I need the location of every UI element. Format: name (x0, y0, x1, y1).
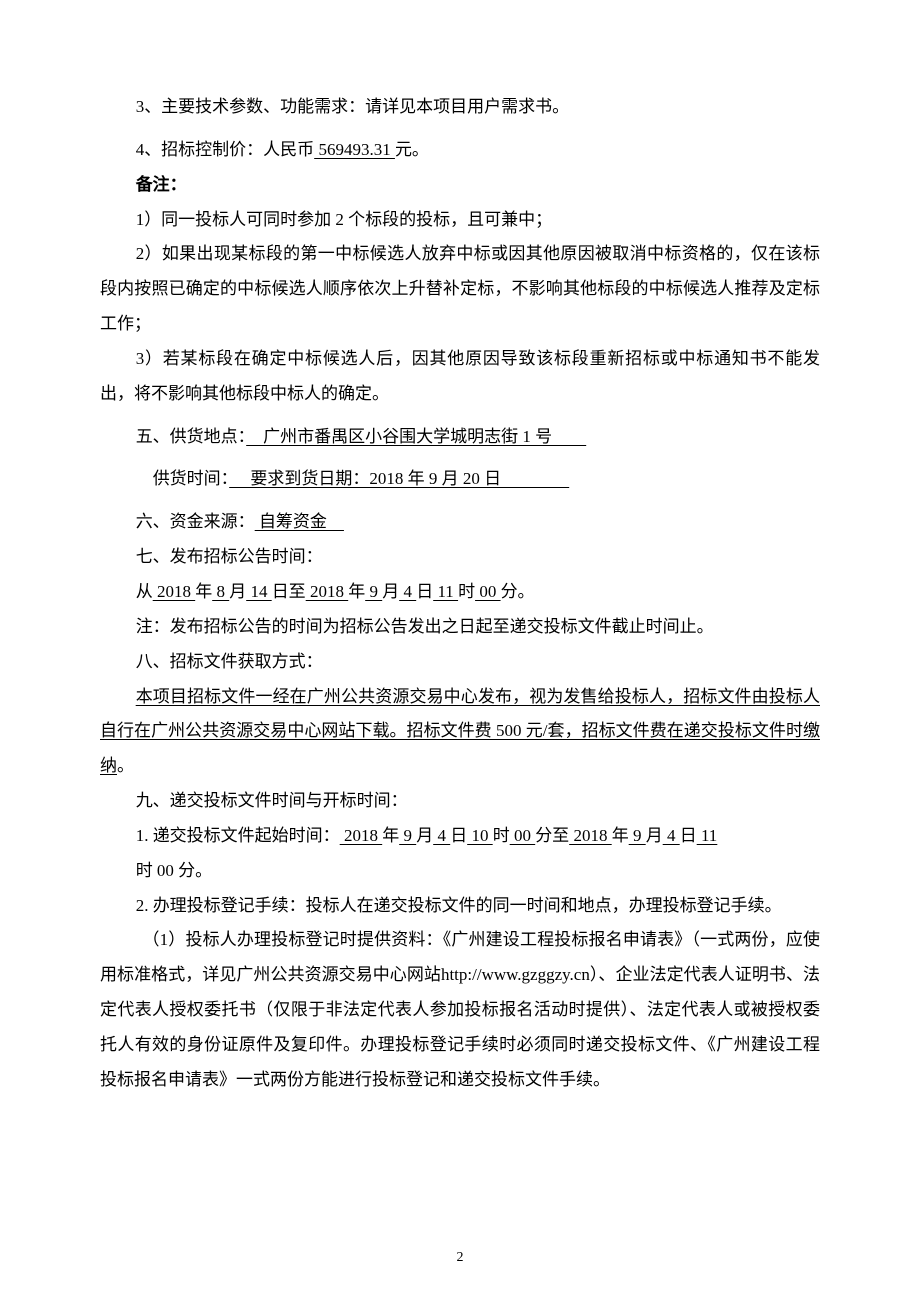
text-segment: 4 (433, 826, 450, 845)
para-submit-start-time: 1. 递交投标文件起始时间： 2018 年 9 月 4 日 10 时 00 分至… (100, 819, 820, 889)
text-segment: 日至 (272, 582, 306, 601)
text-segment: 月 (382, 582, 399, 601)
para-announce-time-title: 七、发布招标公告时间： (100, 540, 820, 575)
text-segment: 2018 (569, 826, 612, 845)
text-segment: 月 (416, 826, 433, 845)
page-number: 2 (0, 1250, 920, 1266)
text-segment: 10 (467, 826, 493, 845)
text-segment: 14 (246, 582, 272, 601)
text-segment: 2018 (153, 582, 196, 601)
para-doc-obtain-body: 本项目招标文件一经在广州公共资源交易中心发布，视为发售给投标人，招标文件由投标人… (100, 680, 820, 785)
text-segment: 1. 递交投标文件起始时间： (136, 826, 340, 845)
para-bid-price: 4、招标控制价：人民币 569493.31 元。 (100, 133, 820, 168)
text-segment: 00 (475, 582, 501, 601)
text-segment: 9 (365, 582, 382, 601)
para-doc-obtain-title: 八、招标文件获取方式： (100, 645, 820, 680)
text-segment: 分。 (501, 582, 535, 601)
text-segment: 六、资金来源： (136, 512, 255, 531)
text-segment: 4、招标控制价：人民币 (136, 140, 315, 159)
text-segment: 11 (433, 582, 458, 601)
text-segment: 日 (680, 826, 697, 845)
text-segment: 2018 (340, 826, 383, 845)
text-segment: 从 (136, 582, 153, 601)
text-segment: 年 (195, 582, 212, 601)
para-funding-source: 六、资金来源： 自筹资金 (100, 505, 820, 540)
text-segment: 时 (493, 826, 510, 845)
text-segment: 。 (117, 756, 134, 775)
para-remark-1: 1）同一投标人可同时参加 2 个标段的投标，且可兼中； (100, 203, 820, 238)
text-segment: 2018 (306, 582, 349, 601)
text-segment: 月 (646, 826, 663, 845)
text-segment: 日 (416, 582, 433, 601)
para-register-materials: （1）投标人办理投标登记时提供资料：《广州建设工程投标报名申请表》（一式两份，应… (100, 923, 820, 1097)
para-submit-time-title: 九、递交投标文件时间与开标时间： (100, 784, 820, 819)
text-segment: 年 (382, 826, 399, 845)
text-segment: 9 (399, 826, 416, 845)
para-remark-2: 2）如果出现某标段的第一中标候选人放弃中标或因其他原因被取消中标资格的，仅在该标… (100, 237, 820, 342)
para-tech-params: 3、主要技术参数、功能需求：请详见本项目用户需求书。 (100, 90, 820, 125)
doc-obtain-text: 本项目招标文件一经在广州公共资源交易中心发布，视为发售给投标人，招标文件由投标人… (100, 687, 820, 776)
para-delivery-time: 供货时间： 要求到货日期：2018 年 9 月 20 日 (100, 462, 820, 497)
delivery-place-value: 广州市番禺区小谷围大学城明志街 1 号 (246, 427, 586, 446)
text-segment: 月 (229, 582, 246, 601)
text-segment: 元。 (395, 140, 429, 159)
para-delivery-place: 五、供货地点： 广州市番禺区小谷围大学城明志街 1 号 (100, 420, 820, 455)
text-segment: 时 (458, 582, 475, 601)
para-remarks-title: 备注： (100, 168, 820, 203)
text-segment: 年 (348, 582, 365, 601)
text-segment: 4 (663, 826, 680, 845)
para-register-procedure: 2. 办理投标登记手续：投标人在递交投标文件的同一时间和地点，办理投标登记手续。 (100, 889, 820, 924)
text-segment: 五、供货地点： (136, 427, 247, 446)
delivery-time-value: 要求到货日期：2018 年 9 月 20 日 (229, 469, 569, 488)
text-segment: 8 (212, 582, 229, 601)
para-remark-3: 3）若某标段在确定中标候选人后，因其他原因导致该标段重新招标或中标通知书不能发出… (100, 342, 820, 412)
text-segment: 00 (510, 826, 536, 845)
document-page: 3、主要技术参数、功能需求：请详见本项目用户需求书。 4、招标控制价：人民币 5… (0, 0, 920, 1302)
text-segment: 供货时间： (153, 469, 230, 488)
para-announce-note: 注：发布招标公告的时间为招标公告发出之日起至递交投标文件截止时间止。 (100, 610, 820, 645)
text-segment: 日 (450, 826, 467, 845)
bid-price-value: 569493.31 (314, 140, 395, 159)
text-segment: 分至 (535, 826, 569, 845)
text-segment: 时 00 分。 (136, 861, 213, 880)
text-segment: 9 (629, 826, 646, 845)
para-announce-time-range: 从 2018 年 8 月 14 日至 2018 年 9 月 4 日 11 时 0… (100, 575, 820, 610)
funding-source-value: 自筹资金 (255, 512, 344, 531)
text-segment: 4 (399, 582, 416, 601)
text-segment: 年 (612, 826, 629, 845)
text-segment: 11 (697, 826, 718, 845)
